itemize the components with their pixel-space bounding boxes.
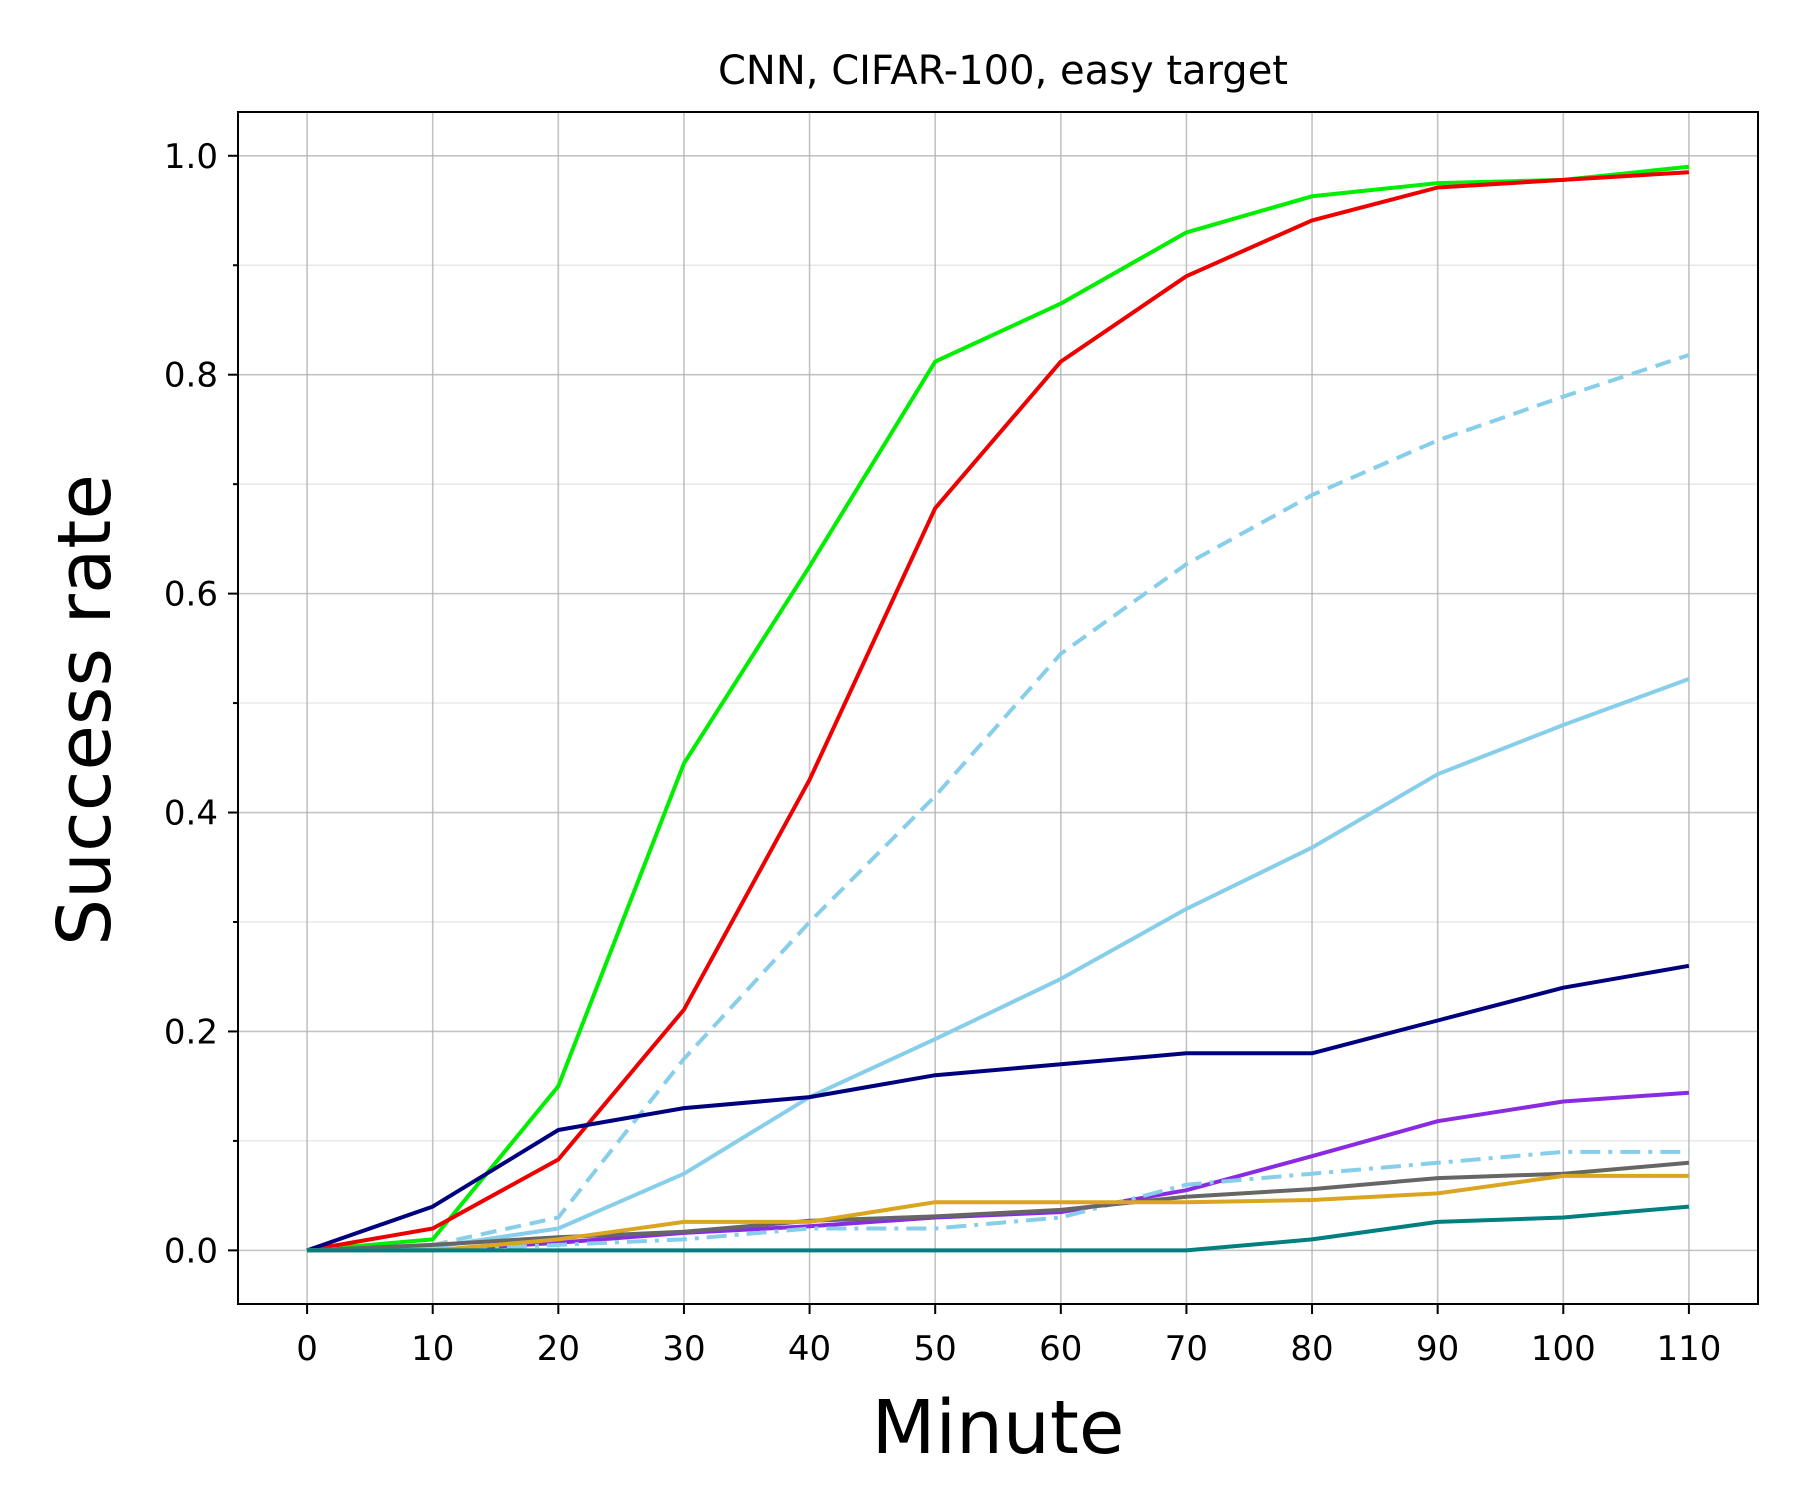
chart-title: CNN, CIFAR-100, easy target	[718, 48, 1288, 94]
series-line-9	[307, 1173, 1689, 1253]
ticks: 0 10 20 30 40 50 60 70 80 90 100 110 0.0 0.2 0.4 0.6 0.8…	[164, 137, 1721, 1369]
x-axis-label: Minute	[872, 1385, 1125, 1471]
series-line-3	[307, 353, 1690, 1253]
x-tick-label: 60	[1039, 1329, 1082, 1369]
x-tick-label: 100	[1531, 1329, 1596, 1369]
x-tick-label: 70	[1165, 1329, 1208, 1369]
x-tick-label: 30	[662, 1329, 705, 1369]
series-line-5	[306, 963, 1690, 1253]
x-tick-label: 10	[411, 1329, 454, 1369]
y-tick-label: 1.0	[164, 137, 218, 177]
x-tick-label: 80	[1290, 1329, 1333, 1369]
series-line-4	[307, 677, 1690, 1253]
y-tick-label: 0.0	[164, 1231, 218, 1271]
series-line-8	[307, 1160, 1690, 1253]
y-tick-label: 0.4	[164, 794, 218, 834]
x-tick-label: 20	[537, 1329, 580, 1369]
series-line-10	[307, 1204, 1690, 1253]
x-tick-label: 50	[914, 1329, 957, 1369]
grid	[238, 112, 1758, 1304]
plot-frame	[237, 111, 1759, 1305]
x-tick-label: 40	[788, 1329, 831, 1369]
y-axis-label: Success rate	[42, 474, 128, 946]
series-layer	[306, 164, 1690, 1253]
series-line-1	[306, 164, 1690, 1253]
y-tick-label: 0.6	[164, 575, 218, 615]
series-line-2	[306, 170, 1690, 1253]
x-tick-label: 90	[1416, 1329, 1459, 1369]
x-tick-label: 110	[1656, 1329, 1721, 1369]
series-line-7	[307, 1149, 1689, 1253]
y-tick-label: 0.8	[164, 356, 218, 396]
y-tick-label: 0.2	[164, 1012, 218, 1052]
x-tick-label: 0	[296, 1329, 318, 1369]
